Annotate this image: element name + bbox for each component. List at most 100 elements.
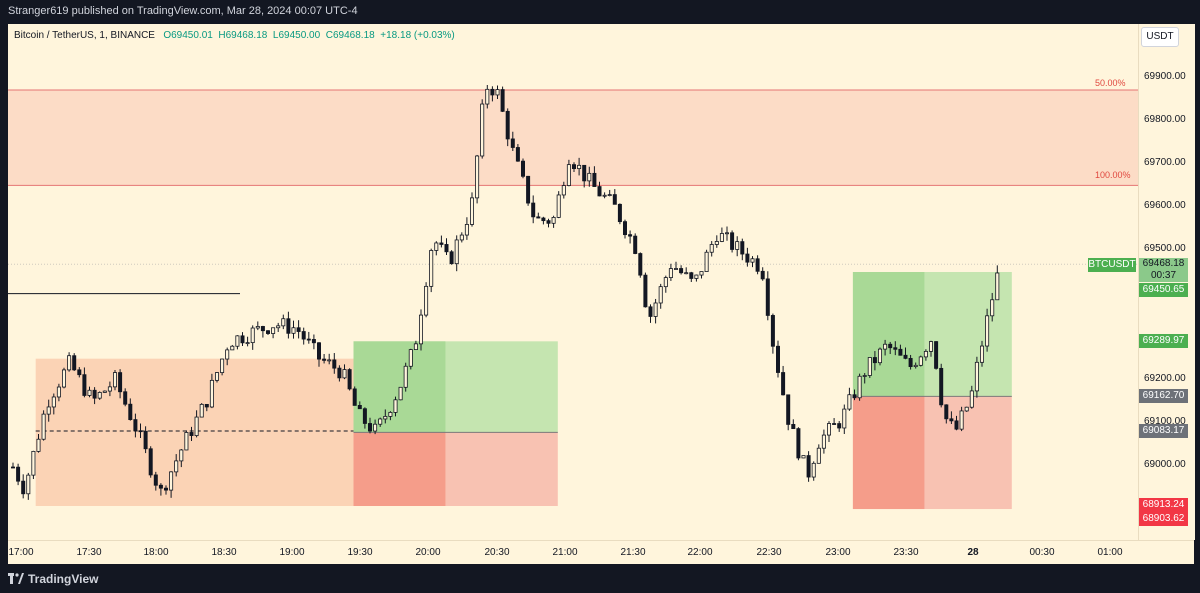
candle-body xyxy=(592,172,597,187)
candle-body xyxy=(265,330,270,334)
candle-body xyxy=(551,217,556,224)
time-label: 19:00 xyxy=(279,547,305,558)
candle-body xyxy=(617,203,622,223)
price-axis[interactable] xyxy=(1138,24,1195,540)
candle-body xyxy=(770,315,775,347)
candle-body xyxy=(332,359,337,369)
ohlc-high: 69468.18 xyxy=(225,30,268,41)
candle-body xyxy=(82,374,87,396)
candle-body xyxy=(526,175,531,204)
candle-body xyxy=(577,164,582,170)
candle-body xyxy=(832,423,837,425)
candle-body xyxy=(995,272,1000,301)
candle-body xyxy=(367,423,372,432)
candle-body xyxy=(378,418,383,425)
time-label: 20:30 xyxy=(484,547,510,558)
candle-body xyxy=(878,348,883,364)
candle-body xyxy=(556,194,561,218)
candle-body xyxy=(403,365,408,388)
candle-body xyxy=(424,285,429,316)
candle-body xyxy=(648,306,653,317)
candle-body xyxy=(383,415,388,420)
candle-body xyxy=(760,270,765,280)
fib-label-100: 100.00% xyxy=(1095,170,1131,180)
candle-body xyxy=(143,430,148,450)
price-label: 69500.00 xyxy=(1144,243,1186,254)
candle-body xyxy=(561,185,566,196)
candle-body xyxy=(730,232,735,250)
ohlc-high-label: H xyxy=(218,30,226,41)
candle-body xyxy=(347,369,352,390)
candle-body xyxy=(490,88,495,96)
candle-body xyxy=(214,372,219,381)
position-filled-target-0 xyxy=(353,341,446,433)
candle-body xyxy=(398,386,403,401)
candle-body xyxy=(862,375,867,377)
ohlc-open: 69450.01 xyxy=(171,30,213,41)
candle-body xyxy=(286,318,291,334)
candle-body xyxy=(469,197,474,225)
time-label: 21:00 xyxy=(552,547,578,558)
candle-body xyxy=(250,327,255,344)
candle-body xyxy=(939,367,944,406)
demand-zone xyxy=(35,358,354,506)
candle-body xyxy=(311,339,316,344)
time-axis[interactable]: 17:00 17:30 18:00 18:30 19:00 19:30 20:0… xyxy=(8,540,1194,565)
candle-body xyxy=(959,410,964,430)
current-price: 69468.18 xyxy=(1142,258,1185,269)
candle-body xyxy=(21,480,26,495)
candle-body xyxy=(296,327,301,332)
candle-body xyxy=(291,327,296,334)
candle-body xyxy=(480,103,485,157)
candle-body xyxy=(572,164,577,170)
tradingview-logo-icon xyxy=(8,573,24,584)
candle-body xyxy=(663,277,668,288)
candle-body xyxy=(199,403,204,418)
candle-body xyxy=(31,450,36,476)
candle-body xyxy=(867,357,872,376)
price-label: 69200.00 xyxy=(1144,373,1186,384)
candle-body xyxy=(791,424,796,430)
candle-body xyxy=(990,299,995,317)
candle-body xyxy=(679,268,684,274)
candle-body xyxy=(755,258,760,272)
candle-body xyxy=(225,349,230,360)
time-label: 21:30 xyxy=(620,547,646,558)
footer: TradingView xyxy=(0,564,1200,593)
candle-body xyxy=(260,326,265,332)
time-label: 19:30 xyxy=(347,547,373,558)
candle-body xyxy=(699,271,704,276)
candle-body xyxy=(883,343,888,350)
candle-body xyxy=(985,315,990,347)
symbol-legend[interactable]: Bitcoin / TetherUS, 1, BINANCE O69450.01… xyxy=(14,30,455,41)
candle-body xyxy=(255,326,260,329)
candle-body xyxy=(602,194,607,197)
candle-body xyxy=(719,233,724,242)
ohlc-change: +18.18 (+0.03%) xyxy=(380,30,455,41)
time-label: 18:30 xyxy=(211,547,237,558)
candle-body xyxy=(97,392,102,399)
time-label: 00:30 xyxy=(1029,547,1055,558)
candle-body xyxy=(240,335,245,344)
candle-body xyxy=(444,244,449,253)
top-bar: Stranger619 published on TradingView.com… xyxy=(0,0,1200,24)
candle-body xyxy=(26,474,31,495)
candle-body xyxy=(806,455,811,478)
currency-button[interactable]: USDT xyxy=(1141,27,1179,47)
price-tag-entry-2: 69083.17 xyxy=(1139,424,1188,438)
candle-body xyxy=(174,460,179,473)
time-label: 01:00 xyxy=(1097,547,1123,558)
price-chart[interactable] xyxy=(8,24,1138,540)
price-tag-stop: 68913.24 xyxy=(1139,498,1188,512)
time-label: 22:00 xyxy=(687,547,713,558)
candle-body xyxy=(786,394,791,425)
candle-body xyxy=(638,253,643,276)
candle-body xyxy=(740,241,745,255)
candle-body xyxy=(515,147,520,162)
candle-body xyxy=(607,194,612,196)
chart-area[interactable]: 50.00% 100.00% ⚡ xyxy=(8,24,1138,540)
candle-body xyxy=(888,343,893,349)
candle-body xyxy=(495,89,500,96)
candle-body xyxy=(158,484,163,489)
candle-body xyxy=(77,369,82,376)
